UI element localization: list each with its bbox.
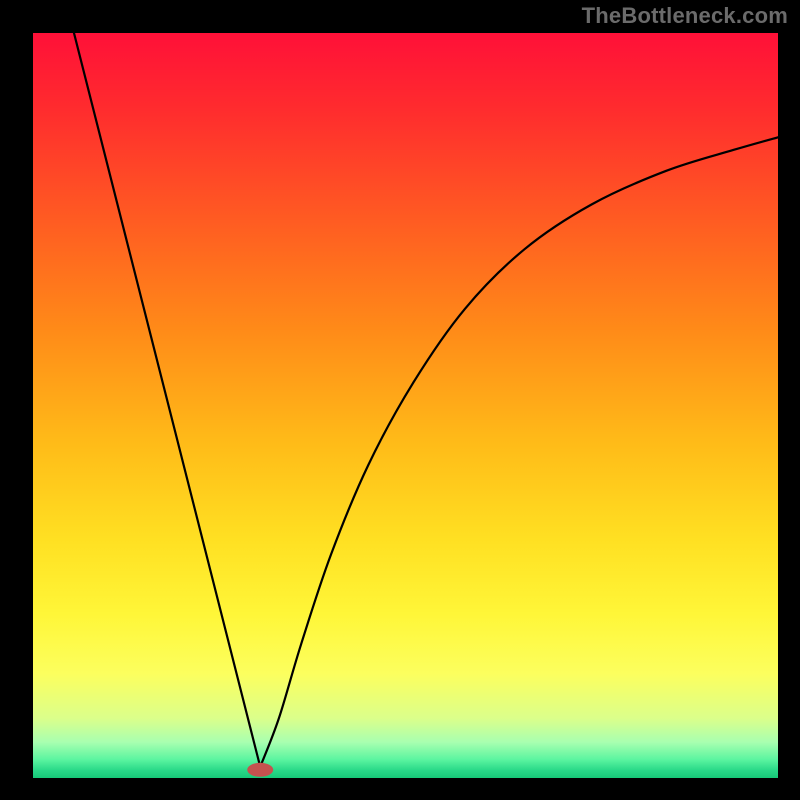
- plot-background: [33, 33, 778, 778]
- plot-area: [33, 33, 778, 778]
- plot-svg: [33, 33, 778, 778]
- watermark-text: TheBottleneck.com: [582, 3, 788, 29]
- figure-root: TheBottleneck.com: [0, 0, 800, 800]
- vertex-marker: [247, 763, 273, 777]
